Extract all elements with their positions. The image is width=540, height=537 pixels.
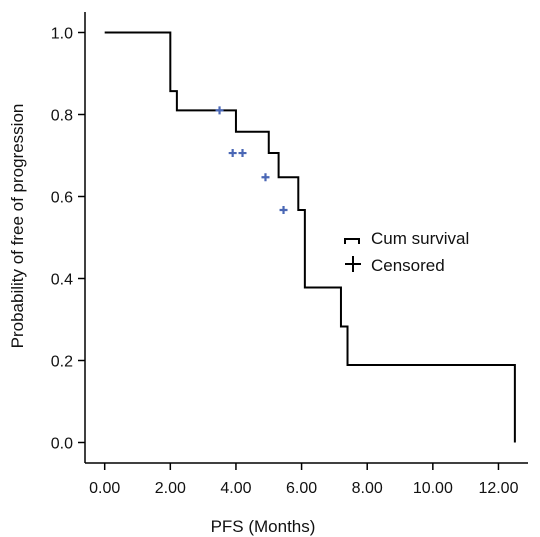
y-tick-label: 0.2 <box>51 354 73 371</box>
x-tick-label: 2.00 <box>155 480 186 497</box>
censor-mark <box>279 206 288 215</box>
censor-marks <box>215 106 288 215</box>
y-axis-title: Probability of free of progression <box>8 104 27 349</box>
legend-label-censored: Censored <box>371 256 445 275</box>
censor-mark <box>215 106 224 115</box>
x-tick-label: 0.00 <box>89 480 120 497</box>
x-ticks: 0.00 2.00 4.00 6.00 8.00 10.00 12.00 <box>89 463 519 497</box>
x-tick-label: 4.00 <box>220 480 251 497</box>
survival-curve <box>104 31 516 443</box>
y-tick-label: 0.0 <box>51 436 73 453</box>
censor-mark <box>228 149 237 158</box>
legend-label-cum-survival: Cum survival <box>371 229 469 248</box>
censor-mark <box>238 149 247 158</box>
x-tick-label: 12.00 <box>478 480 518 497</box>
legend-cross-symbol <box>345 256 361 272</box>
x-tick-label: 10.00 <box>413 480 453 497</box>
y-ticks: 0.0 0.2 0.4 0.6 0.8 1.0 <box>51 26 85 453</box>
y-tick-label: 0.8 <box>51 108 73 125</box>
plot-area <box>104 31 516 443</box>
legend-step-symbol <box>344 238 360 244</box>
axes <box>84 12 528 464</box>
x-tick-label: 6.00 <box>286 480 317 497</box>
censor-mark <box>261 173 270 182</box>
y-tick-label: 0.6 <box>51 190 73 207</box>
x-axis-title: PFS (Months) <box>211 517 316 536</box>
y-tick-label: 1.0 <box>51 26 73 43</box>
y-tick-label: 0.4 <box>51 272 73 289</box>
x-tick-label: 8.00 <box>352 480 383 497</box>
legend: Cum survival Censored <box>344 229 469 275</box>
